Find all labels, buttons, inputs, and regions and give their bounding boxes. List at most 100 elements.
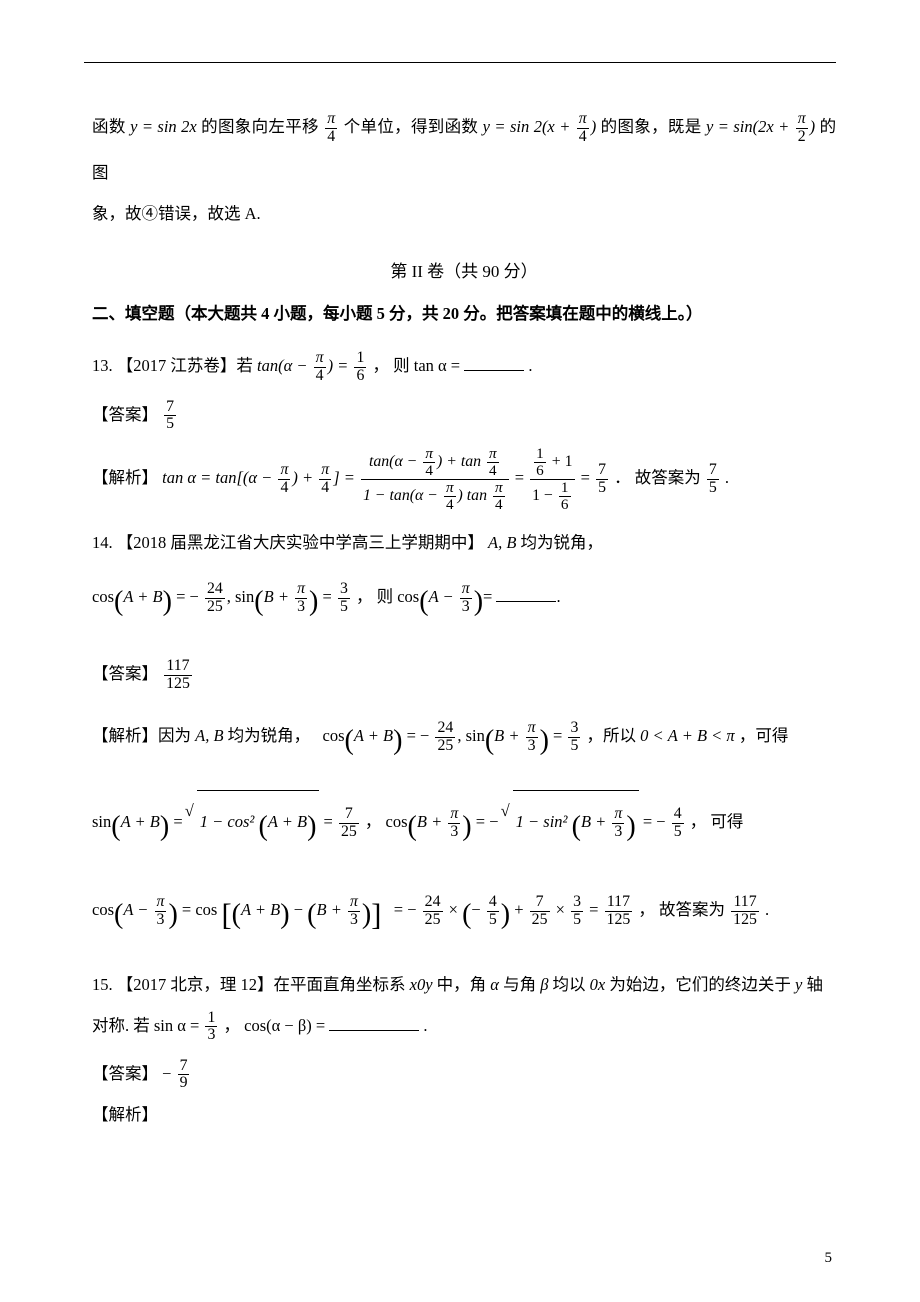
smallfrac: 16 + 1 1 − 16 [528,446,576,513]
q15-prefix: 15. 【2017 北京，理 12】在平面直角坐标系 [92,975,410,994]
q14: 14. 【2018 届黑龙江省大庆实验中学高三上学期期中】 A, B 均为锐角， [92,527,836,558]
text: ， 故答案为 [638,900,729,919]
q14-prefix: 14. 【2018 届黑龙江省大庆实验中学高三上学期期中】 [92,533,484,552]
eq: ) [591,117,597,136]
q13-solution: 【解析】 tan α = tan[(α − π4) + π4] = tan(α … [92,446,836,513]
text: 中，角 [437,975,491,994]
q15-solution: 【解析】 [92,1099,836,1130]
text: 的图象向左平移 [201,117,323,136]
period: . [423,1016,427,1035]
frac-pi4: π4 [323,111,339,145]
top-rule [84,62,836,63]
alpha: α [490,975,499,994]
q15: 15. 【2017 北京，理 12】在平面直角坐标系 x0y 中，角 α 与角 … [92,969,836,1000]
answer-blank [464,356,524,372]
q13-prefix: 13. 【2017 江苏卷】若 [92,356,257,375]
text: ，可得 [739,726,789,745]
solution-label: 【解析】 [92,1099,158,1130]
carryover-para-2: 象，故④错误，故选 A. [92,198,836,229]
page: 函数 y = sin 2x 的图象向左平移 π4 个单位，得到函数 y = si… [0,0,920,1302]
eq: y = sin(2x + [706,117,794,136]
eq: = [515,468,528,487]
answer-label: 【答案】 [92,392,158,438]
page-number: 5 [825,1244,833,1273]
text: 函数 [92,117,130,136]
ox: 0x [590,975,606,994]
text: 个单位，得到函数 [344,117,483,136]
beta: β [540,975,548,994]
bigfrac: tan(α − π4) + tan π4 1 − tan(α − π4) tan… [359,446,511,513]
q14-line2: cos(A + B) = − 2425, sin(B + π3) = 35 ， … [92,566,836,639]
text: ， 则 cos [356,587,419,606]
frac-75: 75 [594,462,610,496]
f13: 13 [203,1010,219,1044]
answer-label: 【答案】 [92,1051,158,1097]
eq: ) [810,117,816,136]
frac-pi4: π4 [312,350,328,384]
q13: 13. 【2017 江苏卷】若 tan(α − π4) = 16 ， 则 tan… [92,343,836,389]
f2425: 2425 [203,581,227,615]
text: 均以 [553,975,590,994]
q15-line2: 对称. 若 sin α = 13 ， cos(α − β) = . [92,1003,836,1049]
frac-pi4: π4 [575,111,591,145]
eq: ) + [292,468,317,487]
eq: y = sin 2(x + [483,117,575,136]
eq: tan α = tan[(α − [162,468,276,487]
tan: ) = [328,356,353,375]
text: ，所以 [587,726,641,745]
ab: A, B [488,533,516,552]
f35: 35 [336,581,352,615]
q13-answer: 【答案】 75 [92,392,836,438]
q14-sol-2: sin(A + B) = 1 − cos² (A + B) = 725 ， co… [92,790,836,864]
section-2-subhead: 二、填空题（本大题共 4 小题，每小题 5 分，共 20 分。把答案填在题中的横… [92,298,836,329]
neg: − [162,1064,175,1083]
cos: cos [92,587,114,606]
sqrt: 1 − cos² (A + B) [187,790,320,864]
text: ， 可得 [690,812,744,831]
text: 均为锐角， [521,533,604,552]
frac-pi4: π4 [276,462,292,496]
tan: tan(α − [257,356,312,375]
text: 第 II 卷（共 90 分） [390,262,537,281]
frac-pi4: π4 [317,462,333,496]
frac-16: 16 [352,350,368,384]
range: 0 < A + B < π [640,726,735,745]
solution-label: 【解析】因为 [92,715,191,758]
answer-blank [496,586,556,602]
q14-sol-1: 【解析】因为 A, B 均为锐角， cos(A + B) = − 2425, s… [92,705,836,778]
answer-label: 【答案】 [92,651,158,697]
sqrt: 1 − sin² (B + π3) [503,790,639,864]
period: . [765,900,769,919]
text: ． 故答案为 [614,468,705,487]
f79: 79 [176,1058,192,1092]
q14-answer: 【答案】 117125 [92,651,836,697]
f117-125: 117125 [162,658,194,692]
content: 函数 y = sin 2x 的图象向左平移 π4 个单位，得到函数 y = si… [92,104,836,1130]
section-2-title: 第 II 卷（共 90 分） [92,256,836,288]
frac-pi2: π2 [794,111,810,145]
text: 为始边，它们的终边关于 [609,975,795,994]
text: 对称. 若 sin α = [92,1016,203,1035]
text: ， cos(α − β) = [224,1016,330,1035]
carryover-para: 函数 y = sin 2x 的图象向左平移 π4 个单位，得到函数 y = si… [92,104,836,196]
q15-answer: 【答案】 − 79 [92,1051,836,1097]
text: 象，故④错误，故选 A. [92,204,261,223]
frac-75: 75 [705,462,721,496]
eq: y = sin 2x [130,117,197,136]
period: . [528,356,532,375]
xoy: x0y [410,975,433,994]
text: 与角 [503,975,540,994]
frac-75: 75 [162,399,178,433]
sep: ， cos [365,812,408,831]
text: ， 则 tan α = [373,356,465,375]
q14-sol-3: cos(A − π3) = cos [(A + B) − (B + π3)] =… [92,876,836,955]
text: 二、填空题（本大题共 4 小题，每小题 5 分，共 20 分。把答案填在题中的横… [92,304,703,323]
text: 轴 [806,975,823,994]
text: 的图象，既是 [601,117,706,136]
answer-blank [329,1015,419,1031]
period: . [725,468,729,487]
solution-label: 【解析】 [92,448,158,507]
y: y [795,975,802,994]
eq: ] = [333,468,359,487]
eq: = [581,468,594,487]
